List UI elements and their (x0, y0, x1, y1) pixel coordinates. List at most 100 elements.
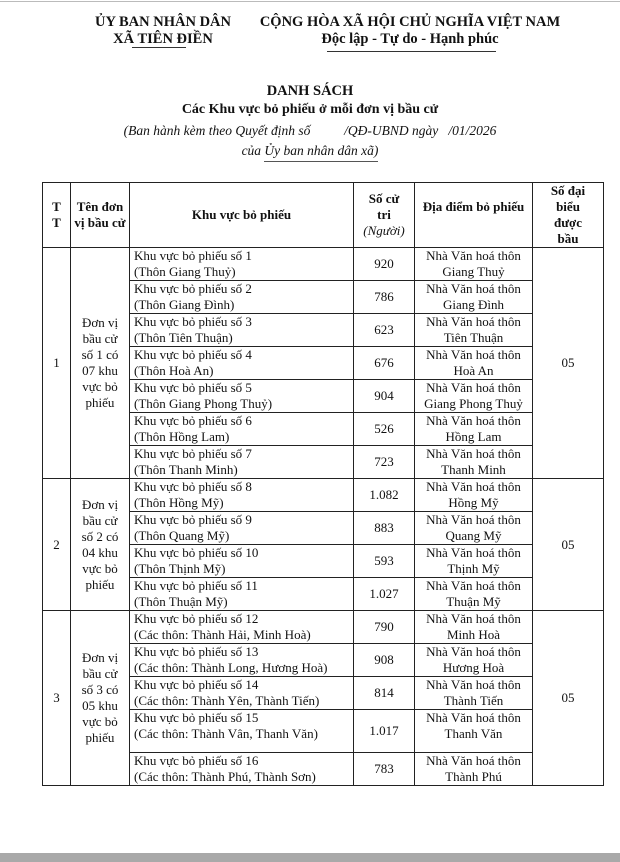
polling-place-line1: Nhà Văn hoá thôn (426, 578, 521, 593)
voter-count: 920 (353, 247, 415, 281)
polling-place-line2: Hoà An (453, 363, 494, 378)
table-row: Khu vực bỏ phiếu số 15 (Các thôn: Thành V… (43, 709, 604, 753)
polling-area: Khu vực bỏ phiếu số 8 (Thôn Hồng Mỹ) (129, 478, 354, 512)
polling-place: Nhà Văn hoá thôn Thanh Văn (414, 709, 533, 753)
national-motto: CỘNG HÒA XÃ HỘI CHỦ NGHĨA VIỆT NAM Độc l… (250, 14, 570, 48)
delegate-count: 05 (532, 610, 604, 786)
table-row: Khu vực bỏ phiếu số 16 (Các thôn: Thành P… (43, 752, 604, 786)
voter-count: 1.082 (353, 478, 415, 512)
polling-place-line1: Nhà Văn hoá thôn (426, 281, 521, 296)
polling-area-name: Khu vực bỏ phiếu số 9 (134, 512, 252, 527)
polling-place-line2: Thịnh Mỹ (447, 561, 500, 576)
polling-area-villages: (Thôn Giang Phong Thuỷ) (134, 396, 273, 411)
polling-area-villages: (Thôn Giang Thuỷ) (134, 264, 236, 279)
polling-place: Nhà Văn hoá thôn Quang Mỹ (414, 511, 533, 545)
polling-place-line2: Giang Thuỷ (442, 264, 505, 279)
header-place: Địa điểm bỏ phiếu (414, 182, 533, 248)
polling-place: Nhà Văn hoá thôn Thành Phú (414, 752, 533, 786)
delegate-count: 05 (532, 478, 604, 611)
voter-count: 908 (353, 643, 415, 677)
group-index: 2 (42, 478, 71, 611)
electoral-unit-name: Đơn vị bầu cử số 3 có 05 khu vực bỏ phiế… (70, 610, 130, 786)
polling-place: Nhà Văn hoá thôn Hoà An (414, 346, 533, 380)
polling-place-line1: Nhà Văn hoá thôn (426, 413, 521, 428)
table-row: Khu vực bỏ phiếu số 4 (Thôn Hoà An) 676 Nhà… (43, 346, 604, 380)
polling-area-name: Khu vực bỏ phiếu số 1 (134, 248, 252, 263)
polling-place: Nhà Văn hoá thôn Hồng Mỹ (414, 478, 533, 512)
table-row: Khu vực bỏ phiếu số 7 (Thôn Thanh Minh) 72… (43, 445, 604, 479)
polling-area-villages: (Thôn Tiên Thuận) (134, 330, 233, 345)
voter-count: 814 (353, 676, 415, 710)
polling-area: Khu vực bỏ phiếu số 14 (Các thôn: Thành Y… (129, 676, 354, 710)
polling-area-villages: (Thôn Hồng Mỹ) (134, 495, 224, 510)
table-row: Khu vực bỏ phiếu số 3 (Thôn Tiên Thuận) 62… (43, 313, 604, 347)
polling-area-name: Khu vực bỏ phiếu số 6 (134, 413, 252, 428)
header-voters-unit: (Người) (363, 223, 405, 238)
polling-areas-table: T T Tên đơn vị bầu cử Khu vực bỏ phiếu S… (42, 182, 604, 786)
polling-area: Khu vực bỏ phiếu số 12 (Các thôn: Thành H… (129, 610, 354, 644)
polling-place: Nhà Văn hoá thôn Giang Phong Thuỷ (414, 379, 533, 413)
polling-place: Nhà Văn hoá thôn Giang Đình (414, 280, 533, 314)
voter-count: 526 (353, 412, 415, 446)
polling-area-name: Khu vực bỏ phiếu số 7 (134, 446, 252, 461)
polling-place-line1: Nhà Văn hoá thôn (426, 512, 521, 527)
table-row: Khu vực bỏ phiếu số 13 (Các thôn: Thành L… (43, 643, 604, 677)
document-title: DANH SÁCH (266, 83, 354, 99)
polling-place: Nhà Văn hoá thôn Hồng Lam (414, 412, 533, 446)
table-row: 1 Đơn vị bầu cử số 1 có 07 khu vực bỏ phi… (42, 247, 604, 479)
header-unit: Tên đơn vị bầu cử (70, 182, 130, 248)
polling-place-line1: Nhà Văn hoá thôn (426, 611, 521, 626)
country-name: CỘNG HÒA XÃ HỘI CHỦ NGHĨA VIỆT NAM (259, 14, 561, 30)
polling-area-villages: (Thôn Quang Mỹ) (134, 528, 230, 543)
org-name: ỦY BAN NHÂN DÂN (94, 14, 231, 30)
polling-place-line1: Nhà Văn hoá thôn (426, 644, 521, 659)
polling-area-villages: (Các thôn: Thành Phú, Thành Sơn) (134, 769, 316, 784)
electoral-unit-name: Đơn vị bầu cử số 2 có 04 khu vực bỏ phiế… (70, 478, 130, 611)
polling-place-line1: Nhà Văn hoá thôn (426, 446, 521, 461)
polling-place-line2: Quang Mỹ (445, 528, 502, 543)
polling-place-line2: Tiên Thuận (443, 330, 504, 345)
table-row: Khu vực bỏ phiếu số 14 (Các thôn: Thành Y… (43, 676, 604, 710)
commune-name: XÃ TIÊN ĐIỀN (113, 31, 213, 47)
polling-place: Nhà Văn hoá thôn Thuận Mỹ (414, 577, 533, 611)
voter-count: 623 (353, 313, 415, 347)
voter-count: 593 (353, 544, 415, 578)
polling-place-line2: Hương Hoà (442, 660, 505, 675)
polling-place-line2: Hồng Mỹ (448, 495, 499, 510)
table-row: 2 Đơn vị bầu cử số 2 có 04 khu vực bỏ phi… (42, 478, 604, 611)
polling-area: Khu vực bỏ phiếu số 3 (Thôn Tiên Thuận) (129, 313, 354, 347)
polling-area-name: Khu vực bỏ phiếu số 13 (134, 644, 259, 659)
polling-area: Khu vực bỏ phiếu số 2 (Thôn Giang Đình) (129, 280, 354, 314)
table-row: Khu vực bỏ phiếu số 6 (Thôn Hồng Lam) 526 N… (43, 412, 604, 446)
polling-place-line1: Nhà Văn hoá thôn (426, 677, 521, 692)
polling-area-villages: (Thôn Hoà An) (134, 363, 214, 378)
voter-count: 790 (353, 610, 415, 644)
voter-count: 904 (353, 379, 415, 413)
header-delegates: Số đại biểu được bầu (532, 182, 604, 248)
document-subtitle: Các Khu vực bỏ phiếu ở mỗi đơn vị bầu cử (181, 102, 439, 117)
polling-area-name: Khu vực bỏ phiếu số 14 (134, 677, 259, 692)
polling-area-name: Khu vực bỏ phiếu số 15 (134, 710, 259, 725)
horizontal-scrollbar[interactable] (0, 853, 620, 862)
issuing-organization: ỦY BAN NHÂN DÂN XÃ TIÊN ĐIỀN (88, 14, 238, 48)
polling-area-villages: (Thôn Thuận Mỹ) (134, 594, 228, 609)
table-row: 3 Đơn vị bầu cử số 3 có 05 khu vực bỏ phi… (42, 610, 604, 786)
document-note: (Ban hành kèm theo Quyết định số /QĐ-UBN… (123, 123, 497, 138)
polling-area-villages: (Các thôn: Thành Long, Hương Hoà) (134, 660, 328, 675)
voter-count: 883 (353, 511, 415, 545)
header-voters-label: Số cử tri (368, 191, 400, 222)
polling-area: Khu vực bỏ phiếu số 15 (Các thôn: Thành V… (129, 709, 354, 753)
header-voters: Số cử tri (Người) (353, 182, 415, 248)
polling-area-villages: (Thôn Thịnh Mỹ) (134, 561, 226, 576)
polling-area: Khu vực bỏ phiếu số 4 (Thôn Hoà An) (129, 346, 354, 380)
polling-place-line2: Thuận Mỹ (446, 594, 501, 609)
polling-area-villages: (Các thôn: Thành Hải, Minh Hoà) (134, 627, 311, 642)
polling-area-name: Khu vực bỏ phiếu số 5 (134, 380, 252, 395)
voter-count: 723 (353, 445, 415, 479)
polling-place-line2: Thanh Văn (444, 726, 503, 741)
table-row: Khu vực bỏ phiếu số 2 (Thôn Giang Đình) 78… (43, 280, 604, 314)
polling-place-line2: Thành Tiến (443, 693, 504, 708)
polling-area-villages: (Thôn Giang Đình) (134, 297, 235, 312)
polling-place: Nhà Văn hoá thôn Thịnh Mỹ (414, 544, 533, 578)
org-underline (132, 47, 186, 48)
